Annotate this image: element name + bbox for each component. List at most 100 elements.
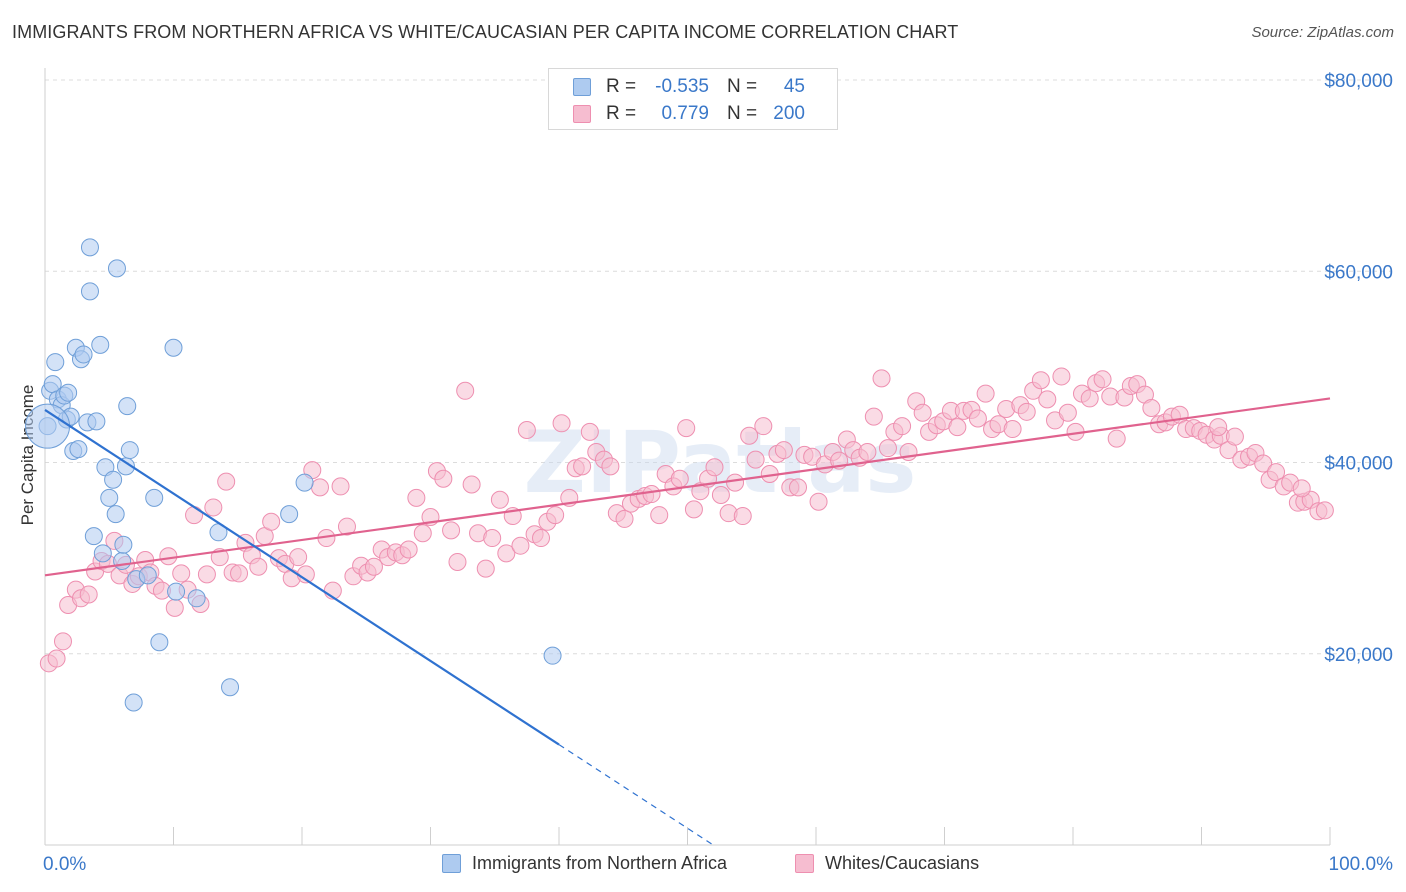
data-point [434, 469, 453, 488]
data-point [69, 440, 88, 459]
data-point [642, 485, 661, 504]
data-point [864, 407, 883, 426]
data-point [46, 353, 65, 372]
data-point [262, 512, 281, 531]
legend-n-label: N = [727, 103, 758, 124]
legend-label-immigrants: Immigrants from Northern Africa [472, 853, 728, 873]
data-point [858, 442, 877, 461]
data-point [204, 498, 223, 517]
data-point [740, 426, 759, 445]
axes [44, 68, 1331, 846]
data-point [164, 338, 183, 357]
x-tick-label-end: 100.0% [1329, 854, 1394, 875]
data-point [1052, 367, 1071, 386]
legend-swatch-blue [573, 78, 591, 96]
legend-r-value: 0.779 [661, 103, 709, 124]
data-point [733, 507, 752, 526]
data-point [746, 450, 765, 469]
data-point [217, 472, 236, 491]
legend-n-value: 45 [783, 76, 805, 97]
data-point [711, 486, 730, 505]
data-point [172, 564, 191, 583]
data-point [573, 457, 592, 476]
data-point [684, 500, 703, 519]
tick-labels: $20,000 $40,000 $60,000 $80,000 0.0% 100.0% [43, 71, 1393, 875]
data-point [1031, 371, 1050, 390]
data-point [289, 548, 308, 567]
data-point [106, 505, 125, 524]
data-point [726, 473, 745, 492]
data-point [295, 473, 314, 492]
legend-label-whites: Whites/Caucasians [825, 853, 980, 873]
data-point [107, 259, 126, 278]
data-point [1254, 454, 1273, 473]
data-point [1225, 427, 1244, 446]
data-point [413, 524, 432, 543]
data-point [91, 335, 110, 354]
data-point [543, 646, 562, 665]
data-point [913, 403, 932, 422]
data-point [705, 458, 724, 477]
legend-n-value: 200 [773, 103, 805, 124]
data-point [120, 441, 139, 460]
data-point [789, 478, 808, 497]
data-point [1267, 463, 1286, 482]
data-point [159, 547, 178, 566]
data-point [809, 492, 828, 511]
series-whites-caucasians [39, 367, 1334, 673]
data-point [670, 469, 689, 488]
data-point [1058, 403, 1077, 422]
y-tick-label: $40,000 [1324, 454, 1393, 475]
data-point [124, 693, 143, 712]
data-point [615, 509, 634, 528]
data-point [80, 282, 99, 301]
data-point [517, 420, 536, 439]
data-point [677, 419, 696, 438]
data-point [230, 564, 249, 583]
data-point [187, 589, 206, 608]
data-point [552, 414, 571, 433]
chart-title: IMMIGRANTS FROM NORTHERN AFRICA VS WHITE… [12, 22, 959, 42]
legend-swatch-pink [795, 854, 814, 873]
data-point [1142, 398, 1161, 417]
data-point [462, 475, 481, 494]
data-point [93, 544, 112, 563]
data-point [532, 529, 551, 548]
data-point [138, 566, 157, 585]
legend-r-label: R = [606, 76, 637, 97]
source-label: Source: ZipAtlas.com [1251, 24, 1394, 41]
data-point [1080, 389, 1099, 408]
data-point [893, 417, 912, 436]
data-point [754, 417, 773, 436]
data-point [74, 345, 93, 364]
data-point [448, 552, 467, 571]
data-point [546, 506, 565, 525]
data-point [104, 470, 123, 489]
data-point [364, 557, 383, 576]
x-tick-label-start: 0.0% [43, 854, 86, 875]
data-point [114, 535, 133, 554]
legend-swatch-blue [442, 854, 461, 873]
data-point [53, 632, 72, 651]
legend-swatch-pink [573, 105, 591, 123]
data-point [442, 521, 461, 540]
trend-lines [44, 397, 1331, 846]
data-point [456, 381, 475, 400]
data-point [197, 565, 216, 584]
data-point [249, 557, 268, 576]
data-point [113, 551, 132, 570]
y-tick-label: $60,000 [1324, 262, 1393, 283]
data-point [1107, 429, 1126, 448]
data-point [1017, 402, 1036, 421]
y-tick-label: $20,000 [1324, 645, 1393, 666]
data-point [511, 536, 530, 555]
legend-r-label: R = [606, 103, 637, 124]
data-point [280, 505, 299, 524]
data-point [150, 633, 169, 652]
data-point [774, 441, 793, 460]
data-point [497, 544, 516, 563]
data-point [1292, 479, 1311, 498]
data-point [47, 649, 66, 668]
data-point [310, 478, 329, 497]
